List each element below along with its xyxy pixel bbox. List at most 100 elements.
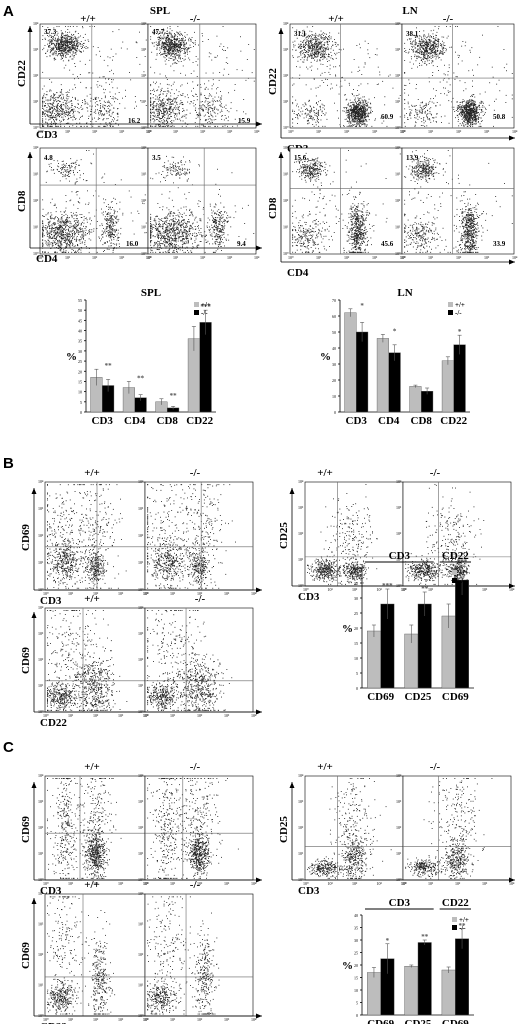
y-tick-label: 40 xyxy=(354,913,358,918)
tick-label: 10¹ xyxy=(173,255,179,260)
genotype-label-wt: +/+ xyxy=(317,761,333,773)
tick-label: 10⁰ xyxy=(146,129,152,134)
bar-wt xyxy=(442,970,455,1015)
genotype-label-ko: -/- xyxy=(190,467,201,479)
arrow-up xyxy=(32,898,37,904)
y-tick-label: 60 xyxy=(332,314,336,319)
tick-label: 10² xyxy=(298,825,304,830)
tick-label: 10² xyxy=(138,657,144,662)
tick-label: 10⁴ xyxy=(395,145,401,150)
category-label: CD22 xyxy=(186,415,213,427)
plot-frame xyxy=(145,482,253,590)
tick-label: 10¹ xyxy=(170,1017,176,1022)
tick-label: 10³ xyxy=(118,591,124,596)
tick-label: 10¹ xyxy=(316,129,322,134)
significance-mark: * xyxy=(458,328,462,336)
x-axis-label: CD3 xyxy=(298,885,320,897)
tick-label: 10⁰ xyxy=(400,129,406,134)
plot-frame xyxy=(148,24,256,128)
arrow-up xyxy=(32,782,37,788)
arrow-up xyxy=(28,152,33,158)
genotype-label-wt: +/+ xyxy=(84,761,100,773)
tick-label: 10⁰ xyxy=(141,251,147,256)
bar-wt xyxy=(377,338,389,412)
tick-label: 10¹ xyxy=(428,587,434,592)
tick-label: 10³ xyxy=(377,881,383,886)
y-tick-label: 30 xyxy=(354,938,358,943)
y-tick-label: 15 xyxy=(354,976,358,981)
tick-label: 10¹ xyxy=(395,99,401,104)
tick-label: 10⁴ xyxy=(298,773,304,778)
tick-label: 10¹ xyxy=(283,99,289,104)
quadrant-value-lower-right: 9.4 xyxy=(237,240,246,248)
tick-label: 10² xyxy=(344,129,350,134)
arrow-up xyxy=(290,488,295,494)
tick-label: 10⁰ xyxy=(138,877,144,882)
tick-label: 10⁰ xyxy=(38,1013,44,1018)
tick-label: 10³ xyxy=(372,255,378,260)
y-axis-label: CD22 xyxy=(16,60,28,87)
category-label: CD3 xyxy=(346,415,368,427)
significance-mark: * xyxy=(360,302,364,310)
plot-frame xyxy=(145,894,253,1016)
significance-mark: ** xyxy=(137,374,145,382)
bar-wt xyxy=(410,386,422,412)
y-tick-label: 45 xyxy=(78,318,82,323)
tick-label: 10² xyxy=(298,531,304,536)
tissue-label-spl: SPL xyxy=(150,5,170,17)
tick-label: 10² xyxy=(33,198,39,203)
quadrant-value-upper-left: 3.5 xyxy=(152,154,161,162)
legend-label-ko: -/- xyxy=(201,309,208,317)
significance-mark: * xyxy=(386,937,390,945)
tick-label: 10¹ xyxy=(138,851,144,856)
bar-wt xyxy=(345,313,357,412)
panel-label-c: C xyxy=(3,739,14,756)
tick-label: 10⁰ xyxy=(141,125,147,130)
tick-label: 10¹ xyxy=(428,255,434,260)
tick-label: 10⁴ xyxy=(396,773,402,778)
tick-label: 10⁴ xyxy=(254,255,260,260)
tick-label: 10³ xyxy=(227,255,233,260)
y-tick-label: 55 xyxy=(78,298,82,303)
bar-wt xyxy=(405,966,418,1015)
y-axis-label: % xyxy=(342,623,353,635)
tick-label: 10¹ xyxy=(38,983,44,988)
tick-label: 10⁰ xyxy=(400,255,406,260)
tick-label: 10² xyxy=(92,129,98,134)
y-tick-label: 10 xyxy=(332,394,336,399)
tick-label: 10³ xyxy=(119,129,125,134)
tick-label: 10¹ xyxy=(173,129,179,134)
y-tick-label: 5 xyxy=(356,1001,358,1006)
tick-label: 10¹ xyxy=(395,225,401,230)
tick-label: 10³ xyxy=(33,47,39,52)
category-label: CD4 xyxy=(124,415,146,427)
tick-label: 10⁰ xyxy=(288,129,294,134)
tick-label: 10³ xyxy=(484,129,490,134)
chart-title: LN xyxy=(397,287,412,299)
tick-label: 10³ xyxy=(141,172,147,177)
tick-label: 10³ xyxy=(482,881,488,886)
y-axis-label: CD69 xyxy=(20,524,32,551)
category-label: CD4 xyxy=(378,415,400,427)
tick-label: 10⁴ xyxy=(138,479,144,484)
y-axis-label: CD25 xyxy=(278,816,290,843)
y-axis-label: % xyxy=(66,351,77,363)
tick-label: 10¹ xyxy=(138,683,144,688)
tick-label: 10¹ xyxy=(141,225,147,230)
x-axis-label: CD3 xyxy=(298,591,320,603)
significance-mark: * xyxy=(393,327,397,335)
y-tick-label: 10 xyxy=(78,390,82,395)
y-tick-label: 10 xyxy=(354,988,358,993)
tick-label: 10¹ xyxy=(298,557,304,562)
tick-label: 10³ xyxy=(38,922,44,927)
chart-title: SPL xyxy=(141,287,161,299)
quadrant-value-upper-left: 37.3 xyxy=(44,28,57,36)
tick-label: 10⁴ xyxy=(512,255,518,260)
tick-label: 10³ xyxy=(283,47,289,52)
y-tick-label: 0 xyxy=(80,410,82,415)
